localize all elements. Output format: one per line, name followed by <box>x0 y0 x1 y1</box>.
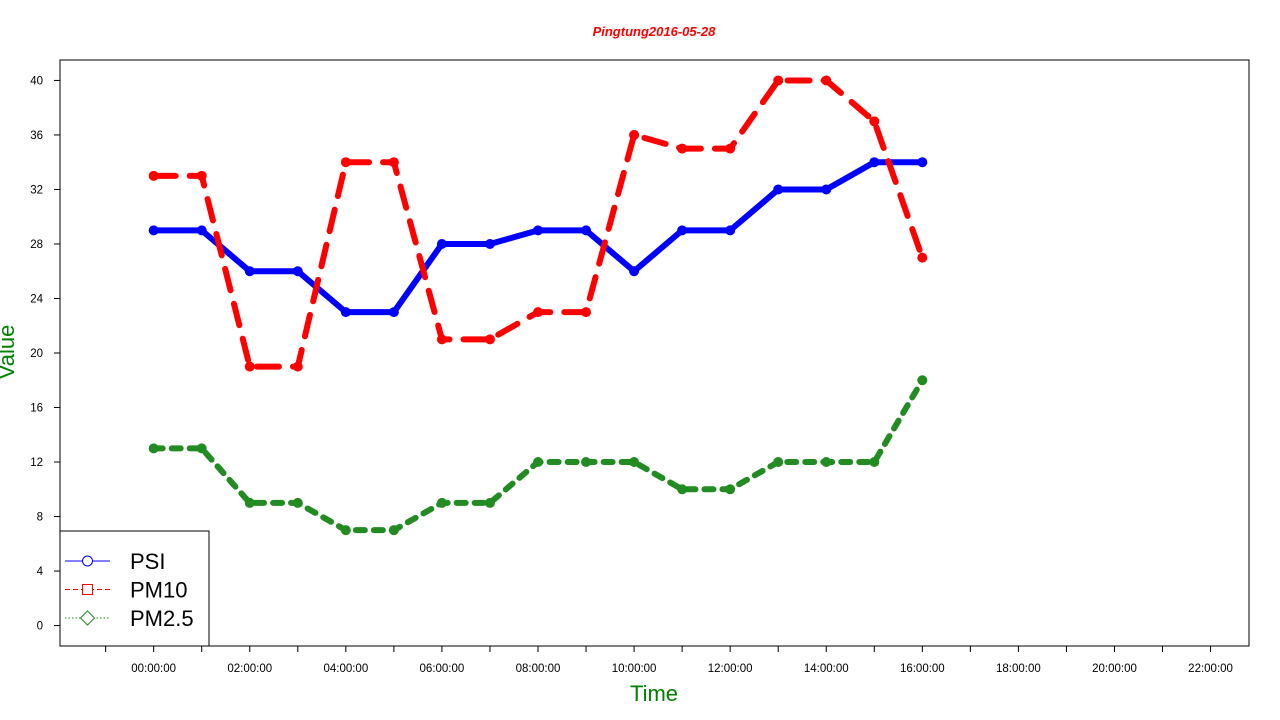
plot-frame <box>59 59 1250 647</box>
data-point-pm25 <box>581 457 592 468</box>
data-point-pm25 <box>292 497 303 508</box>
data-point-pm10 <box>436 334 447 345</box>
data-point-psi <box>917 157 928 168</box>
data-point-psi <box>821 184 832 195</box>
legend-marker-pm25 <box>79 610 96 626</box>
data-point-pm25 <box>869 457 880 468</box>
x-tick-label: 06:00:00 <box>420 663 465 675</box>
x-tick-label: 02:00:00 <box>227 663 272 675</box>
data-point-pm25 <box>533 457 544 468</box>
series-line-pm10 <box>150 77 926 370</box>
y-tick-label: 28 <box>30 239 43 251</box>
x-tick-label: 18:00:00 <box>996 663 1041 675</box>
data-point-psi <box>244 266 255 277</box>
data-point-pm10 <box>244 361 255 372</box>
series-psi <box>148 157 928 318</box>
data-point-psi <box>869 157 880 168</box>
y-tick-label: 4 <box>37 566 44 578</box>
y-tick-label: 40 <box>30 75 43 87</box>
data-point-pm10 <box>677 143 688 154</box>
data-point-pm25 <box>629 457 640 468</box>
data-point-pm25 <box>773 457 784 468</box>
x-tick-label: 04:00:00 <box>323 663 368 675</box>
data-point-pm25 <box>340 525 351 536</box>
series-pm10 <box>148 75 928 372</box>
data-point-psi <box>725 225 736 236</box>
data-point-psi <box>388 307 399 318</box>
data-point-pm10 <box>340 157 351 168</box>
series-pm25 <box>148 375 928 536</box>
y-tick-label: 36 <box>30 130 43 142</box>
data-point-psi <box>533 225 544 236</box>
x-tick-label: 10:00:00 <box>612 663 657 675</box>
y-tick-label: 0 <box>37 621 43 633</box>
legend-label-pm10: PM10 <box>130 578 187 603</box>
data-point-pm25 <box>725 484 736 495</box>
legend-label-psi: PSI <box>130 549 165 574</box>
data-point-pm25 <box>677 484 688 495</box>
data-point-pm25 <box>244 497 255 508</box>
data-point-pm25 <box>917 375 928 386</box>
legend-marker-psi <box>82 555 93 567</box>
x-tick-label: 00:00:00 <box>131 663 176 675</box>
data-point-pm10 <box>821 75 832 86</box>
data-point-psi <box>677 225 688 236</box>
data-point-psi <box>773 184 784 195</box>
data-point-pm25 <box>484 497 495 508</box>
x-tick-label: 08:00:00 <box>516 663 561 675</box>
legend: PSI PM10 PM2.5 <box>59 530 210 647</box>
data-point-pm10 <box>533 307 544 318</box>
series-line-pm25 <box>150 377 926 534</box>
data-point-psi <box>292 266 303 277</box>
data-point-psi <box>148 225 159 236</box>
data-point-pm10 <box>196 170 207 181</box>
data-point-pm10 <box>388 157 399 168</box>
data-point-pm25 <box>196 443 207 454</box>
data-point-pm25 <box>436 497 447 508</box>
data-point-pm25 <box>821 457 832 468</box>
data-point-pm10 <box>869 116 880 127</box>
y-tick-label: 20 <box>30 348 43 360</box>
data-point-pm10 <box>725 143 736 154</box>
data-point-pm10 <box>773 75 784 86</box>
y-tick-label: 32 <box>30 184 43 196</box>
y-tick-label: 16 <box>30 403 43 415</box>
x-tick-label: 22:00:00 <box>1188 663 1233 675</box>
data-point-psi <box>340 307 351 318</box>
data-point-pm10 <box>292 361 303 372</box>
legend-marker-pm10 <box>82 584 93 595</box>
x-axis-label: Time <box>630 681 678 706</box>
data-point-pm10 <box>629 129 640 140</box>
series-layer <box>148 75 928 536</box>
data-point-pm10 <box>484 334 495 345</box>
y-tick-label: 8 <box>37 512 43 524</box>
data-point-psi <box>484 238 495 249</box>
x-tick-label: 20:00:00 <box>1092 663 1137 675</box>
x-axis: 00:00:00 02:00:00 04:00:00 06:00:00 08:00:00… <box>105 646 1233 675</box>
data-point-psi <box>581 225 592 236</box>
data-point-pm25 <box>148 443 159 454</box>
data-point-pm25 <box>388 525 399 536</box>
y-axis-label: Value <box>0 325 19 380</box>
y-tick-label: 24 <box>30 293 43 305</box>
x-tick-label: 16:00:00 <box>900 663 945 675</box>
chart-title: Pingtung2016-05-28 <box>593 24 717 39</box>
x-tick-label: 14:00:00 <box>804 663 849 675</box>
data-point-psi <box>196 225 207 236</box>
data-point-psi <box>629 266 640 277</box>
data-point-pm10 <box>148 170 159 181</box>
legend-label-pm25: PM2.5 <box>130 606 194 631</box>
y-tick-label: 12 <box>30 457 43 469</box>
x-tick-label: 12:00:00 <box>708 663 753 675</box>
data-point-psi <box>436 238 447 249</box>
data-point-pm10 <box>917 252 928 263</box>
series-line-psi <box>150 159 926 316</box>
data-point-pm10 <box>581 307 592 318</box>
y-axis: 0 4 8 12 16 20 24 28 32 36 40 <box>30 75 60 633</box>
